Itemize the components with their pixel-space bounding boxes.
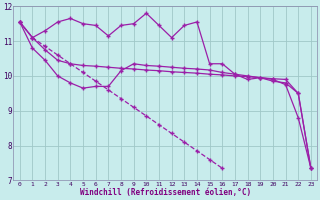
- X-axis label: Windchill (Refroidissement éolien,°C): Windchill (Refroidissement éolien,°C): [80, 188, 251, 197]
